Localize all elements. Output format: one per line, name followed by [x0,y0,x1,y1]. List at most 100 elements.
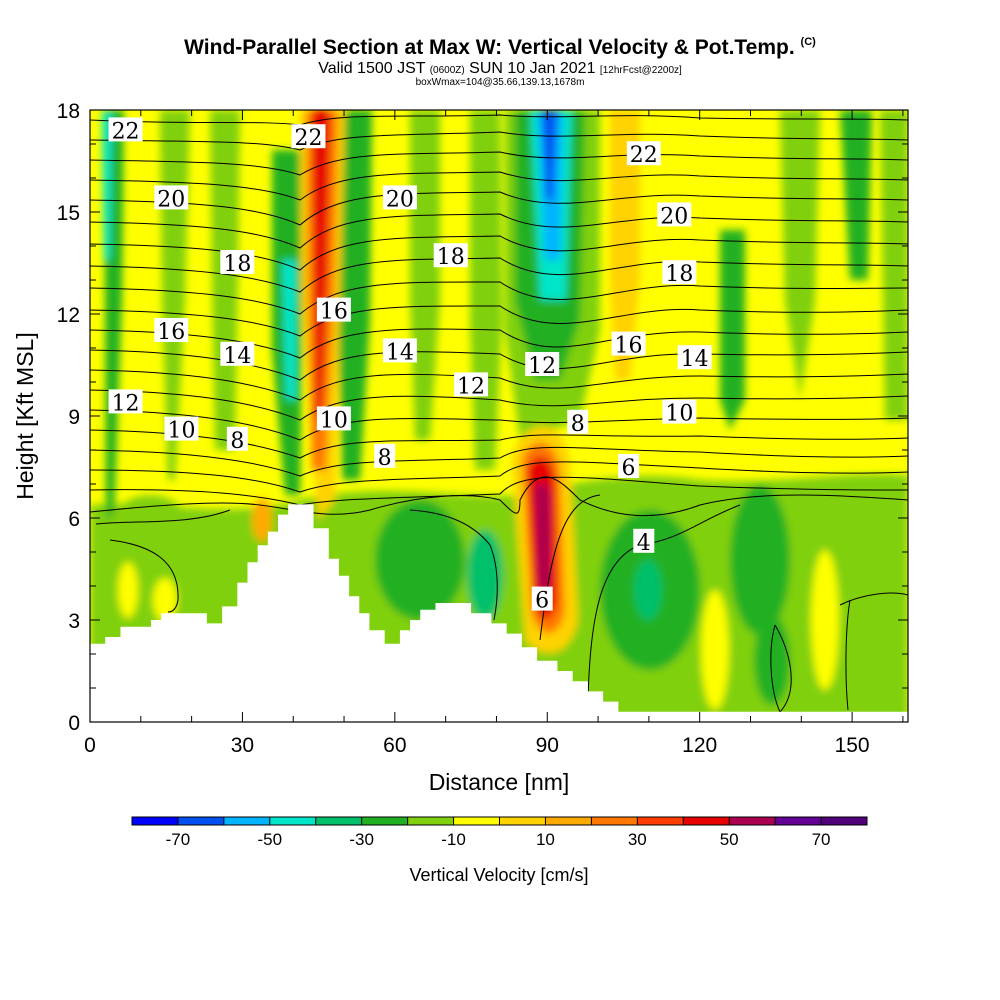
y-tick-label: 3 [68,610,80,633]
theta-contour-label: 20 [386,187,414,212]
field-darkgreen-col10 [840,110,872,280]
theta-contour-label: 22 [112,119,140,144]
theta-contour-label-box [454,372,489,397]
colorbar-swatch [637,817,684,825]
field-yellow-blob-f [811,550,839,690]
subtitle-date: SUN 10 Jan 2021 [469,60,596,77]
theta-contour-label-box [154,318,189,342]
colorbar-label: Vertical Velocity [cm/s] [409,865,588,885]
y-tick-label: 15 [57,202,80,225]
colorbar-swatch [453,817,500,825]
y-axis-label: Height [Kft MSL] [12,332,38,499]
field-cyan-left [102,112,112,260]
theta-contour-label-box [618,454,640,478]
theta-contour-label-box [291,124,326,149]
plot-field [90,110,908,722]
colorbar-tick-label: 50 [720,830,739,849]
theta-contour-label: 22 [294,126,322,151]
colorbar-swatch [407,817,454,825]
theta-contour-label: 8 [378,446,392,471]
theta-contour-label: 20 [157,187,185,212]
field-green-blob-d [634,560,662,620]
theta-contour-label-box [525,352,560,376]
x-tick-label: 150 [835,734,870,757]
y-tick-label: 18 [57,100,80,123]
field-updraft-west-core [312,110,330,420]
theta-contour-label-box [316,297,351,322]
field-darkgreen-blob-k [754,615,790,705]
chart-title-text: Wind-Parallel Section at Max W: Vertical… [184,36,795,59]
field-green-col5 [410,110,440,440]
x-axis-label: Distance [nm] [429,769,570,795]
theta-contour-label-box [108,389,143,414]
colorbar-swatch [132,817,178,825]
colorbar-tick-label: -30 [349,830,374,849]
theta-contour-label-box [108,117,143,142]
y-tick-label: 9 [68,406,80,429]
theta-contour-label: 12 [457,374,485,399]
theta-contour-label-box [626,141,661,166]
theta-contour-label-box [433,243,468,268]
theta-contour-label: 8 [230,429,244,454]
field-green-blob-a [375,500,465,620]
y-tick-label: 12 [57,304,80,327]
theta-contour-label-box [657,202,692,227]
colorbar-swatch [223,817,270,825]
theta-contour-label-box [226,426,248,451]
field-blue-downdraft [542,110,557,200]
title-mark: (C) [800,36,816,48]
x-tick-label: 120 [682,734,717,757]
theta-contour-label-box [220,250,255,274]
theta-contour-label-box [677,345,712,370]
field-orange-bump [252,498,272,542]
theta-contour-label: 20 [660,204,688,229]
x-tick-label: 90 [536,734,559,757]
colorbar-tick-label: 30 [628,830,647,849]
subtitle-forecast: [12hrFcst@2200z] [599,65,682,76]
y-axis: 0 3 6 9 12 15 18 [57,100,908,735]
subtitle-valid: Valid 1500 JST [318,60,426,77]
field-green-col6 [470,110,502,470]
theta-contour-label: 10 [320,408,348,433]
field-green-col4 [338,110,372,480]
field-green-blob-h [100,495,200,605]
field-green-col9 [780,110,820,400]
x-tick-label: 0 [84,734,96,757]
theta-contour-label: 16 [615,334,643,359]
colorbar-swatch [683,817,730,825]
theta-contour-label: 6 [535,589,549,614]
theta-contour-label-box [611,331,646,356]
theta-contour-label-box [164,416,199,441]
theta-contour-label: 12 [528,354,556,379]
colorbar-swatch [775,817,822,825]
field-yellow-blob-g [701,590,729,710]
theta-contour-label: 18 [665,262,693,287]
theta-contour-label: 18 [223,252,251,277]
colorbar-tick-label: 10 [536,830,555,849]
terrain [90,504,908,722]
theta-contour-label: 12 [112,391,140,416]
colorbar: -70 -50 -30 -10 10 30 50 70 [131,816,868,849]
x-tick-label: 30 [231,734,254,757]
theta-contour-label: 16 [157,320,185,345]
theta-contour-label-box [662,399,697,424]
theta-contour-label: 18 [437,245,465,270]
theta-contour-label: 14 [223,344,251,369]
theta-contour-label: 14 [386,340,414,365]
theta-contour-label: 10 [167,419,195,444]
colorbar-swatch [545,817,592,825]
field-green-blob-e [730,485,790,635]
y-tick-label: 6 [68,508,80,531]
theta-contour-label-box [316,406,351,431]
field-updraft-east-core [535,482,550,592]
x-tick-label: 60 [383,734,406,757]
colorbar-swatch [499,817,546,825]
theta-contour-label-box [382,338,417,363]
theta-contour-label-layer: 22 20 18 16 14 12 10 8 22 20 18 16 14 12 10 8 22 20 18 16 14… [108,117,712,614]
theta-contour-label-box [531,586,553,611]
field-green-col8 [720,230,745,430]
colorbar-swatch [591,817,638,825]
colorbar-swatch [315,817,362,825]
colorbar-swatch [177,817,224,825]
